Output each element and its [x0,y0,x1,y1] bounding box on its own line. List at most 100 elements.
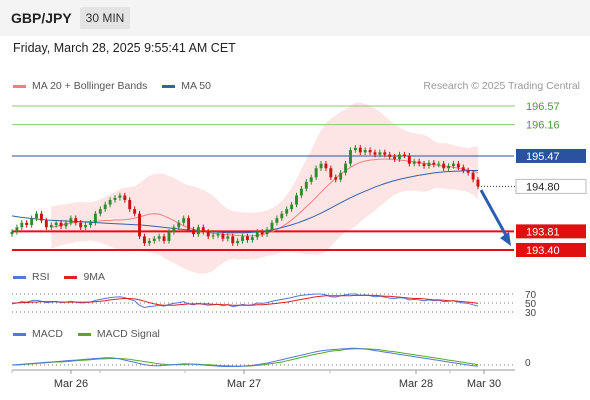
candle-body [192,229,195,235]
candle-body [167,231,171,241]
credit-text: Research © 2025 Trading Central [423,80,580,92]
candle [216,231,220,239]
candle [280,210,284,221]
candle-body [206,231,210,237]
candle [388,151,392,160]
candle [290,201,294,212]
candle [221,231,225,242]
candle-body [142,236,146,244]
candle [407,152,411,167]
candle-body [344,163,348,173]
candle [64,220,68,230]
candle-body [349,150,352,164]
legend-rsi: RSI [32,271,50,283]
candle-body [447,165,451,169]
last-price-box [515,178,587,194]
candle [187,215,191,233]
candle [334,174,338,183]
candle-body [265,229,269,235]
candle-body [353,147,357,151]
candle-body [187,218,191,230]
candle-body [118,195,122,198]
candle [231,233,235,246]
candle [123,192,127,203]
candle [236,238,240,246]
candle [466,167,470,176]
candle [192,226,195,237]
macd-swatch [13,332,26,336]
ma50-line [11,170,478,234]
support-label: 193.40 [526,245,560,257]
candle-body [456,163,460,168]
legend-signal: MACD Signal [96,328,160,340]
time-axis-label: Mar 28 [399,378,433,390]
candle [299,185,303,199]
candle-body [35,213,38,219]
candle [344,160,348,176]
candle-body [471,172,475,180]
candle [15,224,19,235]
pivot-label: 195.47 [526,151,560,163]
candle [427,160,431,169]
ma20-swatch [13,84,26,88]
legend-ma50: MA 50 [181,80,211,92]
candle-body [304,181,308,189]
candle-body [452,163,455,166]
candle-body [250,237,254,241]
candle [103,201,107,212]
candle-body [398,154,401,160]
candle-body [329,168,333,178]
candle-body [373,152,377,155]
candle-body [334,177,338,180]
candle-body [182,218,186,223]
candle [383,149,387,158]
time-axis-label: Mar 27 [227,378,261,390]
candle-body [388,154,392,157]
candle-body [275,218,279,223]
legend-ma20: MA 20 + Bollinger Bands [32,80,148,92]
signal-swatch [77,332,91,336]
candle-body [89,222,92,226]
chart-header: GBP/JPY 30 MIN [0,0,590,36]
candle [265,226,269,237]
candle-body [314,168,318,178]
rsi-tick-label: 50 [525,299,537,310]
candle-body [476,179,480,187]
candle [108,197,112,208]
candle [44,217,48,231]
candle-body [54,222,58,226]
candle-body [383,152,387,155]
candle-body [20,222,24,228]
candle [358,145,362,156]
candle-body [128,200,132,210]
candle-body [290,204,294,210]
candle-body [39,213,43,221]
candle [373,149,377,158]
candle [118,192,122,201]
candle [393,154,397,162]
legend-macd: MACD [32,328,63,340]
candle [363,147,367,156]
candle [353,145,357,153]
candle [255,229,259,241]
candle-body [162,236,166,241]
timestamp: Friday, March 28, 2025 9:55:41 AM CET [13,41,236,55]
candle-body [368,150,372,153]
candle-body [49,225,53,228]
rsi-tick-label: 70 [525,290,537,301]
candle-body [226,236,230,239]
candle [398,151,401,162]
timeframe-button[interactable]: 30 MIN [80,7,130,29]
candle-body [309,177,313,182]
candle-body [103,204,107,210]
candle-body [98,209,102,214]
candle [378,149,382,158]
candle-body [437,163,441,165]
candle [10,229,14,237]
candle [476,176,480,190]
candle [177,220,181,231]
time-axis-label: Mar 26 [54,378,88,390]
candle-body [402,154,406,156]
candle-body [412,161,416,164]
